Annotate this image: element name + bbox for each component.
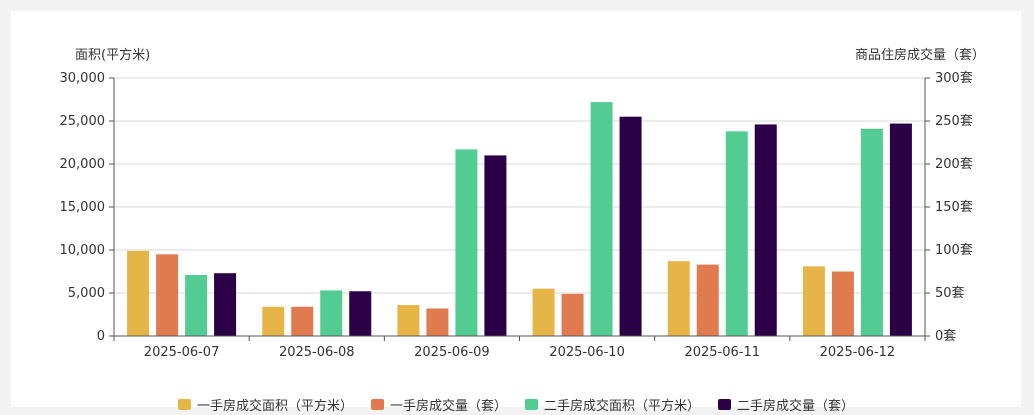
- chart-legend: 一手房成交面积（平方米） 一手房成交量（套） 二手房成交面积（平方米） 二手房成交量（…: [11, 395, 1021, 414]
- right-tick-label: 200套: [935, 156, 973, 172]
- bar: [397, 305, 420, 336]
- x-tick-label: 2025-06-07: [144, 345, 220, 360]
- bar: [156, 254, 179, 336]
- bar: [426, 308, 449, 336]
- bar-chart: 面积(平方米) 商品住房成交量（套） 0 0套 5,000 50套 10,000 100套…: [60, 47, 986, 360]
- bar: [860, 128, 883, 336]
- bar: [185, 274, 208, 336]
- legend-item[interactable]: 一手房成交量（套）: [370, 395, 507, 414]
- legend-item[interactable]: 一手房成交面积（平方米）: [177, 395, 353, 414]
- right-tick-label: 300套: [935, 70, 973, 86]
- legend-swatch: [177, 399, 191, 410]
- bar: [291, 306, 314, 336]
- bar: [619, 116, 642, 336]
- x-tick-label: 2025-06-09: [414, 345, 490, 360]
- legend-item[interactable]: 二手房成交面积（平方米）: [525, 395, 700, 414]
- legend-swatch: [370, 399, 384, 410]
- legend-label: 一手房成交面积（平方米）: [196, 399, 353, 414]
- bar: [590, 102, 613, 336]
- right-tick-label: 150套: [935, 199, 973, 215]
- left-tick-label: 15,000: [60, 200, 106, 215]
- chart-card: 面积(平方米) 商品住房成交量（套） 0 0套 5,000 50套 10,000 100套…: [11, 11, 1021, 414]
- x-tick-label: 2025-06-12: [820, 345, 896, 360]
- right-tick-label: 250套: [935, 113, 973, 129]
- left-tick-label: 0: [97, 329, 105, 344]
- x-tick-label: 2025-06-10: [549, 345, 625, 360]
- bar: [320, 290, 343, 336]
- x-tick-label: 2025-06-11: [684, 345, 760, 360]
- left-tick-label: 20,000: [60, 157, 106, 172]
- bar: [667, 261, 690, 336]
- left-tick-label: 10,000: [60, 243, 106, 258]
- legend-swatch: [525, 399, 538, 410]
- bar: [831, 271, 854, 336]
- bar: [754, 124, 777, 336]
- bar: [349, 291, 372, 336]
- right-tick-label: 50套: [935, 285, 965, 301]
- bar: [532, 288, 555, 336]
- bar: [802, 266, 825, 336]
- bar: [484, 155, 507, 336]
- legend-item[interactable]: 二手房成交量（套）: [718, 395, 854, 414]
- legend-label: 二手房成交量（套）: [737, 399, 855, 414]
- bar: [262, 306, 285, 336]
- bar: [561, 293, 584, 336]
- right-tick-label: 0套: [935, 328, 956, 344]
- bar: [889, 123, 912, 336]
- bar: [725, 131, 748, 336]
- bar: [455, 149, 478, 336]
- legend-label: 二手房成交面积（平方米）: [544, 399, 701, 414]
- x-tick-label: 2025-06-08: [279, 345, 355, 360]
- left-tick-label: 30,000: [60, 71, 106, 86]
- bar: [127, 250, 150, 336]
- left-axis-title: 面积(平方米): [75, 47, 150, 63]
- legend-swatch: [718, 399, 732, 410]
- legend-label: 一手房成交量（套）: [389, 399, 507, 414]
- right-axis-title: 商品住房成交量（套）: [855, 47, 985, 63]
- bar: [214, 273, 237, 336]
- left-tick-label: 5,000: [68, 286, 105, 301]
- left-tick-label: 25,000: [60, 114, 106, 129]
- bar: [696, 264, 719, 336]
- right-tick-label: 100套: [935, 242, 973, 258]
